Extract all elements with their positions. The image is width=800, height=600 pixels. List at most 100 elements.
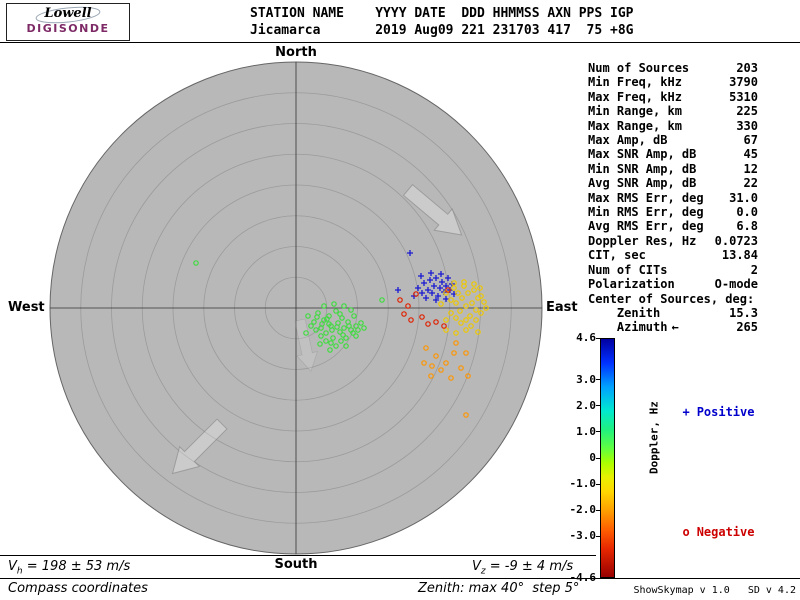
echo-source-positive (439, 279, 445, 285)
echo-source-positive (431, 283, 437, 289)
stat-label: CIT, sec (588, 248, 646, 263)
echo-source-negative (333, 343, 339, 349)
stat-row: Max Range, km 330 (588, 119, 758, 133)
stat-label: Min SNR Amp, dB (588, 161, 697, 176)
echo-source-negative (318, 333, 324, 339)
stat-row: Min SNR Amp, dB 12 (588, 162, 758, 176)
echo-source-negative (457, 308, 463, 314)
stat-row: Min Freq, kHz 3790 (588, 75, 758, 89)
compass-label-west: West (8, 300, 45, 315)
stat-row: Azimuth ← 265 (588, 320, 758, 334)
station-header: STATION NAME YYYY DATE DDD HHMMSS AXN PP… (250, 5, 634, 39)
echo-source-negative (443, 317, 449, 323)
echo-source-negative (326, 321, 332, 327)
echo-source-negative (405, 303, 411, 309)
stat-label: Avg RMS Err, deg (588, 219, 704, 234)
colorbar-tick-mark (596, 379, 600, 381)
stat-row: Num of CITs 2 (588, 263, 758, 277)
colorbar-tick-mark (596, 337, 600, 339)
colorbar-tick-label: -2.0 (569, 503, 597, 517)
echo-source-negative (358, 320, 364, 326)
echo-source-negative (330, 335, 336, 341)
stat-value: 15.3 (729, 305, 758, 320)
vz-value: = -9 ± 4 m/s (485, 559, 574, 574)
echo-source-negative (465, 290, 471, 296)
legend-negative-label: Negative (696, 525, 755, 539)
zenith-range-note: Zenith: max 40° step 5° (418, 581, 580, 596)
stat-value: 0.0 (736, 205, 758, 220)
echo-source-negative (313, 327, 319, 333)
stat-label: Azimuth ← (588, 320, 679, 335)
vertical-velocity: Vz = -9 ± 4 m/s (472, 559, 573, 577)
echo-source-negative (459, 295, 465, 301)
header-values-row: Jicamarca 2019 Aug09 221 231703 417 75 +… (250, 23, 634, 38)
echo-source-negative (331, 301, 337, 307)
app-version: ShowSkymap v 1.0 SD v 4.2 (633, 585, 796, 596)
stat-row: Polarization O-mode (588, 277, 758, 291)
echo-source-negative (475, 329, 481, 335)
stat-label: Polarization (588, 277, 675, 292)
echo-source-negative (443, 360, 449, 366)
stat-value: 31.0 (729, 190, 758, 205)
colorbar-tick-mark (596, 431, 600, 433)
colorbar-tick-label: -1.0 (569, 477, 597, 491)
stat-label: Max Amp, dB (588, 133, 668, 148)
echo-source-negative (341, 325, 347, 331)
echo-source-negative (351, 313, 357, 319)
stat-row: Center of Sources, deg: (588, 292, 758, 306)
echo-source-negative (458, 320, 464, 326)
stat-label: Avg SNR Amp, dB (588, 176, 697, 191)
stat-row: Max SNR Amp, dB 45 (588, 147, 758, 161)
echo-source-positive (443, 296, 449, 302)
echo-source-negative (429, 363, 435, 369)
stat-value: 13.84 (721, 248, 758, 263)
colorbar-tick-mark (596, 509, 600, 511)
stat-value: 225 (736, 104, 758, 119)
echo-source-negative (314, 314, 320, 320)
doppler-colorbar (600, 338, 615, 578)
drift-arrow (294, 318, 319, 373)
echo-source-negative (327, 347, 333, 353)
logo-lowell-text: Lowell (44, 6, 92, 21)
stat-label: Max SNR Amp, dB (588, 147, 697, 162)
echo-source-negative (333, 308, 339, 314)
echo-source-positive (435, 293, 441, 299)
stat-row: Min RMS Err, deg 0.0 (588, 205, 758, 219)
stat-row: Avg SNR Amp, dB 22 (588, 176, 758, 190)
echo-source-negative (346, 323, 352, 329)
legend-negative: o Negative (668, 511, 754, 539)
echo-source-negative (348, 307, 354, 313)
drift-arrow (171, 418, 228, 475)
echo-source-negative (463, 350, 469, 356)
stat-row: Min Range, km 225 (588, 104, 758, 118)
footer-line-bottom (0, 578, 800, 579)
stat-value: O-mode (714, 277, 758, 292)
vz-subscript: z (480, 566, 486, 577)
drift-arrow (402, 183, 463, 236)
echo-source-negative (311, 319, 317, 325)
stat-label: Max Freq, kHz (588, 89, 682, 104)
colorbar-tick-label: 1.0 (576, 424, 596, 438)
echo-source-negative (438, 367, 444, 373)
echo-source-negative (343, 343, 349, 349)
echo-source-positive (445, 275, 451, 281)
colorbar-tick-label: 4.6 (576, 331, 596, 344)
colorbar-tick-label: -3.0 (569, 529, 597, 543)
echo-source-negative (438, 301, 444, 307)
echo-source-negative (423, 345, 429, 351)
echo-source-negative (324, 316, 330, 322)
stat-value: 6.8 (736, 219, 758, 234)
stat-value: 330 (736, 118, 758, 133)
echo-source-positive (419, 290, 425, 296)
colorbar-tick-label: 0 (589, 451, 596, 464)
echo-source-positive (418, 273, 424, 279)
stats-panel: Num of Sources 203 Min Freq, kHz 3790 Max Fr… (588, 61, 758, 335)
colorbar-tick-mark (596, 405, 600, 407)
stat-row: Zenith 15.3 (588, 306, 758, 320)
coordinates-note: Compass coordinates (8, 581, 148, 596)
echo-source-negative (355, 327, 361, 333)
stat-row: Num of Sources 203 (588, 61, 758, 75)
legend-positive: + Positive (668, 391, 754, 419)
echo-source-negative (453, 330, 459, 336)
